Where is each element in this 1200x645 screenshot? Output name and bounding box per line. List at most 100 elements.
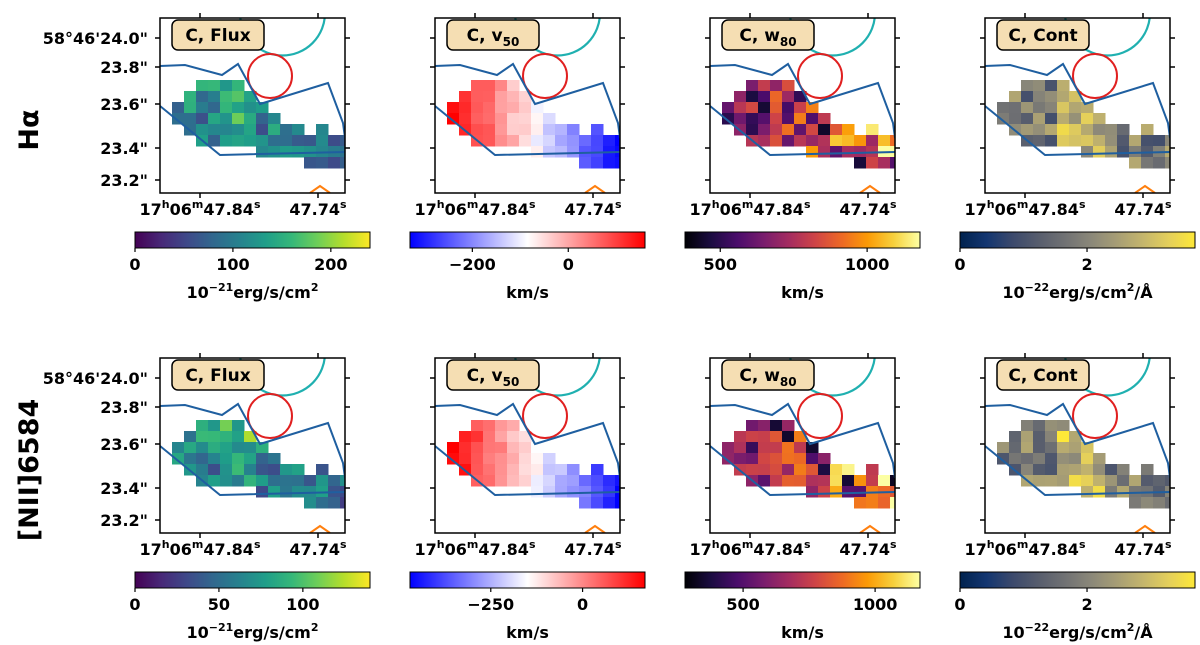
y-tick-label: 23.8": [100, 58, 148, 77]
heatmap-cell: [806, 102, 819, 114]
heatmap-cell: [495, 135, 508, 147]
region-outline-top: [160, 62, 345, 139]
heatmap-cell: [1153, 135, 1166, 147]
heatmap-cell: [292, 135, 305, 147]
heatmap-cell: [1021, 113, 1034, 125]
heatmap-cell: [854, 135, 867, 147]
heatmap-cell: [507, 124, 520, 136]
x-tick-label-left: 17h06m47.84s: [414, 538, 535, 559]
colorbar-tick-label: 200: [314, 255, 347, 274]
heatmap-cell: [567, 146, 580, 158]
region-outline-top: [435, 402, 620, 479]
heatmap-cell: [519, 124, 532, 136]
heatmap-cell: [519, 442, 532, 454]
heatmap-cell: [782, 442, 795, 454]
panel-title-text: C, w80: [739, 26, 796, 49]
heatmap-cell: [842, 464, 855, 476]
heatmap-cell: [1069, 464, 1082, 476]
heatmap-cell: [603, 157, 616, 169]
heatmap-cell: [1045, 431, 1058, 443]
heatmap-cell: [806, 113, 819, 125]
heatmap-cell: [758, 475, 771, 487]
heatmap-cell: [818, 475, 831, 487]
heatmap-cell: [220, 102, 233, 114]
heatmap-cell: [172, 442, 185, 454]
heatmap-cell: [782, 80, 795, 92]
heatmap-cell: [794, 113, 807, 125]
heatmap-cell: [1045, 124, 1058, 136]
heatmap-cell: [1141, 157, 1154, 169]
heatmap-cell: [507, 80, 520, 92]
heatmap-cell: [1129, 146, 1142, 158]
heatmap-cell: [866, 475, 879, 487]
heatmap-cell: [495, 91, 508, 103]
heatmap-cell: [447, 442, 460, 454]
heatmap-cell: [316, 157, 329, 169]
heatmap-cell: [531, 453, 544, 465]
heatmap-cell: [579, 157, 592, 169]
panel-title-box: [171, 359, 265, 391]
region-outline-bottom: [985, 105, 1170, 157]
heatmap-cell: [746, 453, 759, 465]
heatmap-cell: [471, 420, 484, 432]
heatmap-cell: [830, 146, 843, 158]
x-tick-label-right: 47.74s: [289, 538, 347, 559]
heatmap-cell: [782, 420, 795, 432]
heatmap-cell: [1057, 431, 1070, 443]
heatmap-cell: [782, 464, 795, 476]
heatmap-cell: [507, 113, 520, 125]
heatmap-cell: [220, 124, 233, 136]
heatmap-cell: [292, 475, 305, 487]
heatmap-cell: [543, 124, 556, 136]
heatmap-cell: [842, 146, 855, 158]
heatmap-cell: [1033, 113, 1046, 125]
heatmap-cell: [280, 135, 293, 147]
heatmap-cell: [997, 453, 1010, 465]
panel-halpha-1: 17h06m47.84s 47.74s C, v50 −200 0 km/s: [409, 13, 646, 302]
heatmap-cell: [256, 146, 269, 158]
row-label-nii: [NII]6584: [14, 399, 45, 542]
heatmap-cell: [507, 475, 520, 487]
heatmap-cell: [1165, 135, 1170, 147]
heatmap-cell: [1141, 475, 1154, 487]
heatmap-cell: [555, 124, 568, 136]
heatmap-cell: [316, 497, 329, 509]
heatmap-cell: [734, 91, 747, 103]
heatmap-cell: [758, 124, 771, 136]
heatmap-cell: [172, 102, 185, 114]
heatmap-cell: [519, 135, 532, 147]
heatmap-cell: [1069, 431, 1082, 443]
heatmap-cell: [495, 80, 508, 92]
heatmap-cell: [280, 146, 293, 158]
heatmap-cell: [1069, 113, 1082, 125]
y-tick-label: 58°46'24.0": [43, 369, 148, 388]
heatmap-cell: [1177, 486, 1190, 498]
heatmap-cell: [854, 157, 867, 169]
heatmap-cell: [1129, 497, 1142, 509]
heatmap-cell: [507, 464, 520, 476]
marker-caret: [309, 524, 331, 533]
panel-title-text: C, v50: [467, 26, 520, 49]
panel-title-box: [446, 359, 540, 391]
x-tick-label-right: 47.74s: [289, 198, 347, 219]
heatmap-cell: [1021, 464, 1034, 476]
heatmap-cell: [1033, 124, 1046, 136]
heatmap-cell: [830, 475, 843, 487]
heatmap-cell: [1093, 135, 1106, 147]
heatmap-cell: [579, 146, 592, 158]
heatmap-cell: [196, 91, 209, 103]
heatmap-cell: [184, 102, 197, 114]
heatmap-cell: [519, 102, 532, 114]
heatmap-cell: [1033, 91, 1046, 103]
heatmap-cell: [352, 146, 365, 158]
axes-frame: [709, 17, 896, 194]
y-tick-label: 58°46'24.0": [43, 29, 148, 48]
region-outline-bottom: [435, 105, 620, 157]
heatmap-cell: [878, 157, 891, 169]
heatmap-cell: [196, 102, 209, 114]
heatmap-cell: [806, 475, 819, 487]
heatmap-cell: [1129, 486, 1142, 498]
heatmap-cell: [256, 486, 269, 498]
heatmap-cell: [268, 124, 281, 136]
heatmap-cell: [220, 420, 233, 432]
